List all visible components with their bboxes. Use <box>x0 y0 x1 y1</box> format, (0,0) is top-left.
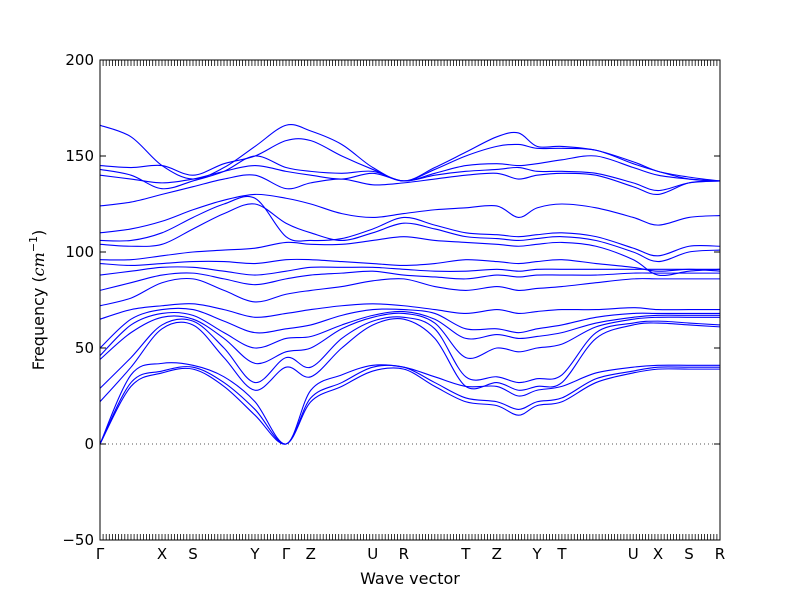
y-axis-title-unit: cm <box>29 252 48 276</box>
y-axis-title-close: ) <box>29 230 48 236</box>
phonon-band-17 <box>100 193 720 234</box>
phonon-band-18 <box>100 172 720 207</box>
phonon-band-20 <box>100 155 720 190</box>
phonon-band-10 <box>100 277 720 307</box>
y-tick-label: 50 <box>75 339 94 357</box>
x-tick-label: Z <box>492 545 502 563</box>
y-tick-labels: −50 0 50 100 150 200 <box>62 51 94 549</box>
x-tick-label: Γ <box>282 545 291 563</box>
phonon-band-13 <box>100 258 720 272</box>
y-tick-label: −50 <box>62 531 94 549</box>
phonon-band-11 <box>100 270 720 291</box>
phonon-band-22 <box>100 124 720 182</box>
x-tick-label: S <box>684 545 694 563</box>
phonon-band-16 <box>100 195 720 257</box>
x-tick-label: Y <box>532 545 543 563</box>
phonon-band-14 <box>100 236 720 277</box>
x-tick-label: T <box>556 545 567 563</box>
phonon-band-2 <box>100 364 720 445</box>
x-tick-label: Y <box>249 545 260 563</box>
phonon-band-21 <box>100 138 720 182</box>
x-tick-label: Γ <box>96 545 105 563</box>
y-tick-label: 100 <box>65 243 94 261</box>
y-axis-title-text: Frequency ( <box>29 276 48 370</box>
x-tick-label: X <box>653 545 663 563</box>
phonon-band-7 <box>100 310 720 357</box>
y-axis-title-exponent: −1 <box>27 236 40 252</box>
x-tick-label: T <box>460 545 471 563</box>
x-tick-label: R <box>715 545 725 563</box>
x-tick-label: S <box>188 545 198 563</box>
x-tick-label: R <box>399 545 409 563</box>
phonon-band-3 <box>100 362 720 445</box>
phonon-band-9 <box>100 303 720 320</box>
y-axis-title: Frequency (cm−1) <box>27 230 48 371</box>
phonon-band-5 <box>100 316 720 389</box>
plot-frame <box>99 59 721 541</box>
phonon-band-4 <box>100 317 720 403</box>
y-tick-label: 0 <box>84 435 94 453</box>
phonon-band-1 <box>100 367 720 445</box>
y-tick-label: 150 <box>65 147 94 165</box>
y-tick-label: 200 <box>65 51 94 69</box>
phonon-band-6 <box>100 312 720 365</box>
phonon-band-12 <box>100 266 720 276</box>
x-tick-label: X <box>157 545 167 563</box>
x-tick-label: U <box>628 545 639 563</box>
phonon-band-15 <box>100 203 720 263</box>
x-axis-title: Wave vector <box>360 569 460 588</box>
x-tick-label: U <box>367 545 378 563</box>
series-layer <box>100 124 720 445</box>
x-tick-label: Z <box>306 545 316 563</box>
phonon-band-8 <box>100 307 720 349</box>
